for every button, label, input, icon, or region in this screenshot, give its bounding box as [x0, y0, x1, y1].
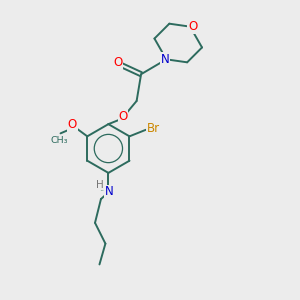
Text: Br: Br — [147, 122, 160, 135]
Text: O: O — [118, 110, 128, 123]
Text: O: O — [114, 56, 123, 69]
Text: N: N — [105, 185, 114, 198]
Text: O: O — [68, 118, 77, 131]
Text: O: O — [188, 20, 197, 33]
Text: CH₃: CH₃ — [50, 136, 68, 145]
Text: N: N — [160, 53, 169, 66]
Text: H: H — [96, 180, 103, 190]
